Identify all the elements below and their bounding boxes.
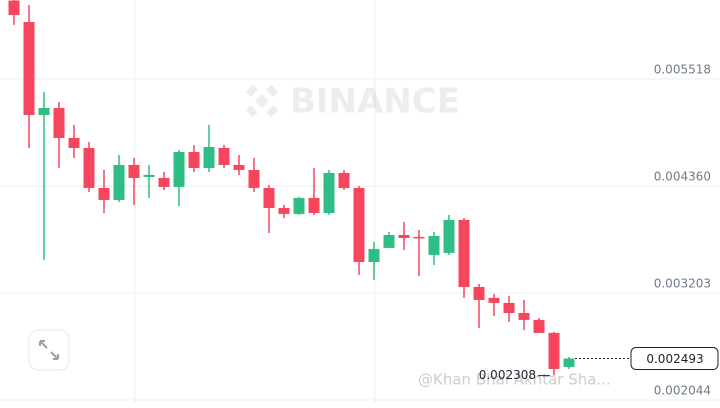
candle-body (8, 0, 20, 15)
last-price-label: 0.002493 (646, 352, 703, 366)
candle-body (143, 174, 155, 177)
y-tick-label: 0.004360 (654, 170, 711, 184)
candle-body (338, 172, 350, 188)
candle-body (23, 21, 35, 115)
candle-body (53, 108, 65, 138)
watermark: BINANCE (245, 82, 460, 122)
candle-body (128, 164, 140, 178)
candle-body (443, 219, 455, 253)
candle-body (398, 234, 410, 238)
overlay-text: @Khan Bhai Akhtar Sha... (418, 371, 611, 389)
candle-body (113, 164, 125, 200)
y-tick-label: 0.002044 (654, 384, 711, 398)
candle-body (278, 208, 290, 214)
candle-body (353, 187, 365, 262)
candle-body (563, 358, 575, 367)
candle-body (308, 197, 320, 213)
candle-body (488, 297, 500, 303)
candle-body (38, 108, 50, 115)
candle-body (383, 234, 395, 248)
candle-body (473, 286, 485, 300)
candle-body (458, 219, 470, 287)
candle-body (368, 248, 380, 262)
candle-body (248, 169, 260, 188)
candle-body (158, 177, 170, 187)
candle-body (413, 236, 425, 239)
candle-body (293, 197, 305, 214)
y-tick-label: 0.003203 (654, 276, 711, 290)
candle-body (548, 332, 560, 369)
candle-body (428, 236, 440, 255)
candle-body (68, 137, 80, 148)
candle-body (203, 147, 215, 168)
candle-body (173, 152, 185, 187)
candle-body (263, 187, 275, 209)
candle-body (188, 152, 200, 168)
watermark-text: BINANCE (290, 82, 460, 122)
candle-body (503, 302, 515, 313)
candle-body (233, 164, 245, 170)
last-price-box (630, 347, 719, 371)
candle-body (218, 147, 230, 165)
candle-body (83, 147, 95, 188)
y-tick-label: 0.005518 (654, 63, 711, 77)
candle-body (323, 172, 335, 213)
expand-button[interactable] (28, 329, 70, 371)
candle-body (533, 319, 545, 333)
candle-body (98, 187, 110, 200)
min-label: 0.002308 (479, 368, 536, 382)
candle-body (518, 312, 530, 320)
